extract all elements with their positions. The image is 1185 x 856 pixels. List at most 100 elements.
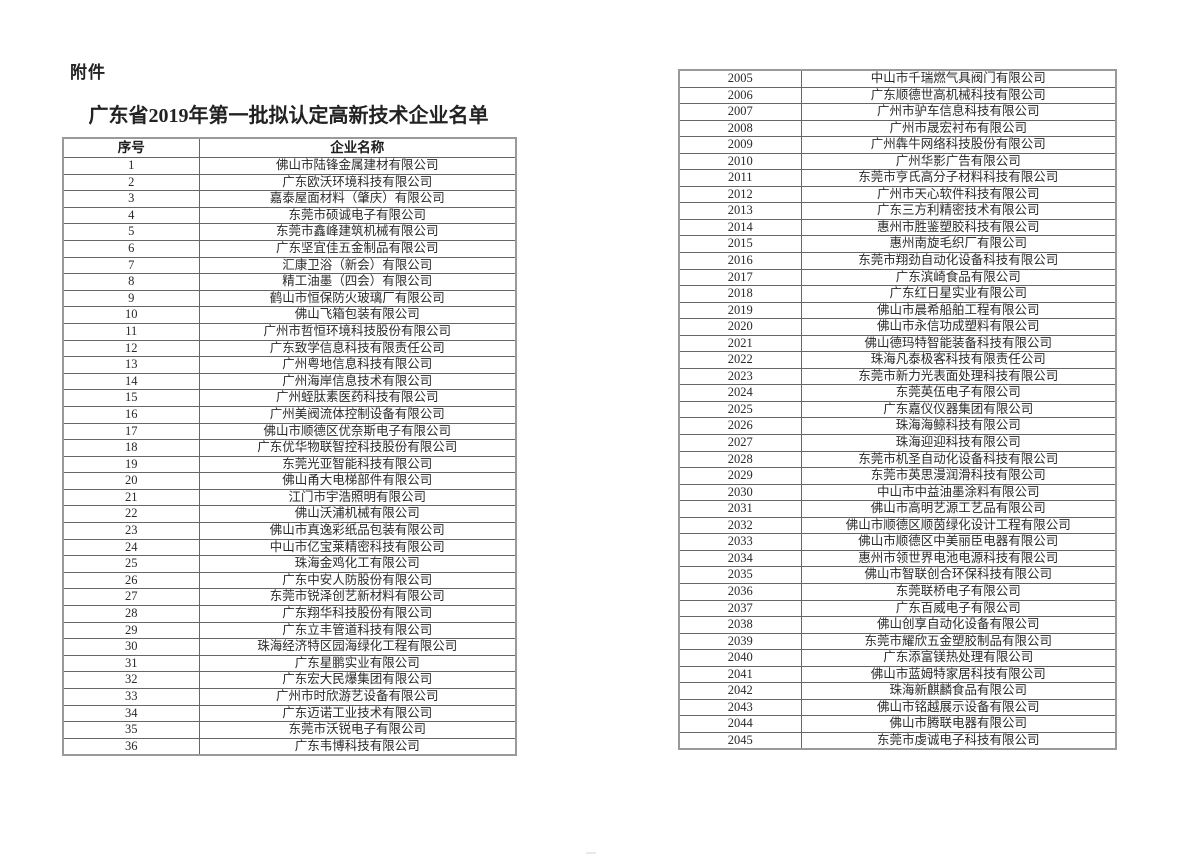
table-row: 2037 广东百威电子有限公司 xyxy=(678,599,1117,618)
page-edge-mark xyxy=(586,852,596,854)
company-name-cell: 广东滨崎食品有限公司 xyxy=(800,268,1117,287)
enterprise-table-right: 2005 中山市千瑞燃气具阀门有限公司 2006 广东顺德世高机械科技有限公司 2007… xyxy=(678,69,1117,751)
table-row: 14 广州海岸信息技术有限公司 xyxy=(62,372,517,391)
serial-number-cell: 2014 xyxy=(678,218,802,237)
serial-number-cell: 2008 xyxy=(678,119,802,138)
table-row: 2012 广州市天心软件科技有限公司 xyxy=(678,185,1117,204)
table-row: 2005 中山市千瑞燃气具阀门有限公司 xyxy=(678,69,1117,88)
company-name-cell: 东莞市耀欣五金塑胶制品有限公司 xyxy=(800,632,1117,651)
serial-number-cell: 2037 xyxy=(678,599,802,618)
company-name-cell: 广东迈诺工业技术有限公司 xyxy=(198,704,517,723)
table-row: 11 广州市哲恒环境科技股份有限公司 xyxy=(62,322,517,341)
serial-number-cell: 3 xyxy=(62,190,200,208)
company-name-cell: 中山市亿宝莱精密科技有限公司 xyxy=(198,538,517,557)
table-row: 2039 东莞市耀欣五金塑胶制品有限公司 xyxy=(678,632,1117,651)
serial-number-cell: 23 xyxy=(62,522,200,540)
table-row: 26 广东中安人防股份有限公司 xyxy=(62,571,517,590)
table-row: 28 广东翔华科技股份有限公司 xyxy=(62,605,517,623)
table-row: 6 广东坚宜佳五金制品有限公司 xyxy=(62,239,517,258)
company-name-cell: 佛山市顺德区顺茵绿化设计工程有限公司 xyxy=(800,516,1117,535)
company-name-cell: 广东韦博科技有限公司 xyxy=(198,737,517,756)
table-row: 5 东莞市鑫峰建筑机械有限公司 xyxy=(62,223,517,241)
serial-number-cell: 2024 xyxy=(678,384,802,402)
table-row: 2009 广州犇牛网络科技股份有限公司 xyxy=(678,136,1117,154)
company-name-cell: 广东红日星实业有限公司 xyxy=(800,285,1117,303)
company-name-cell: 广州蛭肽素医药科技有限公司 xyxy=(198,389,517,407)
table-row: 2031 佛山市高明艺源工艺品有限公司 xyxy=(678,500,1117,518)
table-row: 2015 惠州南旋毛织厂有限公司 xyxy=(678,235,1117,254)
serial-number-cell: 2021 xyxy=(678,334,802,353)
table-row: 2036 东莞联桥电子有限公司 xyxy=(678,582,1117,601)
serial-number-cell: 2034 xyxy=(678,549,802,568)
serial-number-cell: 2016 xyxy=(678,252,802,270)
company-name-cell: 珠海新麒麟食品有限公司 xyxy=(800,682,1117,700)
table-row: 18 广东优华物联智控科技股份有限公司 xyxy=(62,439,517,457)
serial-number-cell: 2044 xyxy=(678,715,802,733)
serial-number-cell: 2030 xyxy=(678,483,802,502)
table-row: 2014 惠州市胜鉴塑胶科技有限公司 xyxy=(678,218,1117,237)
company-name-cell: 广东翔华科技股份有限公司 xyxy=(198,605,517,623)
table-row: 2019 佛山市晨希船舶工程有限公司 xyxy=(678,301,1117,320)
serial-number-cell: 18 xyxy=(62,439,200,457)
company-name-cell: 东莞市鑫峰建筑机械有限公司 xyxy=(198,223,517,241)
serial-number-cell: 2005 xyxy=(678,69,802,88)
table-row: 22 佛山沃浦机械有限公司 xyxy=(62,505,517,524)
table-row: 2007 广州市驴车信息科技有限公司 xyxy=(678,103,1117,121)
table-row: 2017 广东滨崎食品有限公司 xyxy=(678,268,1117,287)
table-row: 2041 佛山市蓝姆特家居科技有限公司 xyxy=(678,665,1117,684)
company-name-cell: 佛山德玛特智能装备科技有限公司 xyxy=(800,334,1117,353)
company-name-cell: 珠海凡泰极客科技有限责任公司 xyxy=(800,351,1117,369)
company-name-cell: 广东欧沃环境科技有限公司 xyxy=(198,173,517,192)
serial-number-cell: 10 xyxy=(62,306,200,324)
table-row: 2029 东莞市英思漫润滑科技有限公司 xyxy=(678,467,1117,485)
serial-number-cell: 2018 xyxy=(678,285,802,303)
company-name-cell: 惠州市胜鉴塑胶科技有限公司 xyxy=(800,218,1117,237)
table-row: 16 广州美阀流体控制设备有限公司 xyxy=(62,405,517,424)
company-name-cell: 佛山市陆锋金属建材有限公司 xyxy=(198,157,517,175)
serial-number-cell: 2020 xyxy=(678,318,802,336)
company-name-cell: 广东中安人防股份有限公司 xyxy=(198,571,517,590)
serial-number-cell: 2027 xyxy=(678,434,802,452)
table-row: 36 广东韦博科技有限公司 xyxy=(62,737,517,756)
serial-number-cell: 4 xyxy=(62,206,200,225)
column-header-company-name: 企业名称 xyxy=(198,137,517,158)
company-name-cell: 佛山市腾联电器有限公司 xyxy=(800,715,1117,733)
serial-number-cell: 2019 xyxy=(678,301,802,320)
table-row: 2008 广州市晟宏衬布有限公司 xyxy=(678,119,1117,138)
company-name-cell: 精工油墨（四会）有限公司 xyxy=(198,273,517,291)
company-name-cell: 广州粤地信息科技有限公司 xyxy=(198,356,517,374)
serial-number-cell: 36 xyxy=(62,737,200,756)
serial-number-cell: 19 xyxy=(62,455,200,474)
column-header-serial: 序号 xyxy=(62,137,200,158)
table-row: 13 广州粤地信息科技有限公司 xyxy=(62,356,517,374)
table-row: 2022 珠海凡泰极客科技有限责任公司 xyxy=(678,351,1117,369)
serial-number-cell: 2042 xyxy=(678,682,802,700)
serial-number-cell: 11 xyxy=(62,322,200,341)
table-row: 33 广州市时欣游艺设备有限公司 xyxy=(62,688,517,706)
company-name-cell: 广东百威电子有限公司 xyxy=(800,599,1117,618)
company-name-cell: 珠海迎迎科技有限公司 xyxy=(800,434,1117,452)
table-row: 2035 佛山市智联创合环保科技有限公司 xyxy=(678,566,1117,584)
company-name-cell: 广州犇牛网络科技股份有限公司 xyxy=(800,136,1117,154)
serial-number-cell: 2017 xyxy=(678,268,802,287)
company-name-cell: 珠海经济特区园海绿化工程有限公司 xyxy=(198,638,517,656)
serial-number-cell: 2031 xyxy=(678,500,802,518)
table-row: 2016 东莞市翔劲自动化设备科技有限公司 xyxy=(678,252,1117,270)
company-name-cell: 佛山甬大电梯部件有限公司 xyxy=(198,472,517,490)
company-name-cell: 佛山市顺德区中美丽臣电器有限公司 xyxy=(800,533,1117,551)
table-row: 9 鹤山市恒保防火玻璃厂有限公司 xyxy=(62,289,517,308)
table-row: 2010 广州华影广告有限公司 xyxy=(678,152,1117,171)
company-name-cell: 广州美阀流体控制设备有限公司 xyxy=(198,405,517,424)
company-name-cell: 广东三方利精密技术有限公司 xyxy=(800,202,1117,220)
serial-number-cell: 14 xyxy=(62,372,200,391)
company-name-cell: 广东顺德世高机械科技有限公司 xyxy=(800,86,1117,105)
serial-number-cell: 24 xyxy=(62,538,200,557)
company-name-cell: 江门市宇浩照明有限公司 xyxy=(198,488,517,507)
company-name-cell: 中山市千瑞燃气具阀门有限公司 xyxy=(800,69,1117,88)
table-row: 2006 广东顺德世高机械科技有限公司 xyxy=(678,86,1117,105)
company-name-cell: 佛山创享自动化设备有限公司 xyxy=(800,616,1117,634)
attachment-label: 附件 xyxy=(70,63,106,82)
serial-number-cell: 2028 xyxy=(678,450,802,469)
company-name-cell: 佛山飞箱包装有限公司 xyxy=(198,306,517,324)
